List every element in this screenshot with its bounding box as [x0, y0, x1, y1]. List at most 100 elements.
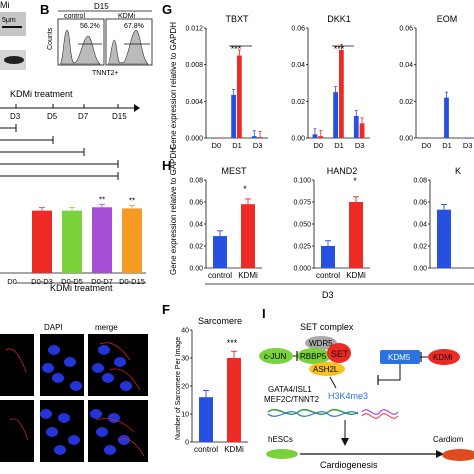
treatment-duration-lines: [0, 124, 119, 180]
panel-a-scale-label: 5μm: [2, 17, 16, 24]
bar: [349, 202, 363, 268]
x-tick-label: D1: [442, 141, 452, 150]
rbbp5-node: [297, 348, 331, 364]
bar: [437, 209, 451, 268]
nucleus: [70, 381, 82, 391]
bar: [257, 137, 263, 138]
chart-title: Sarcomere: [198, 316, 242, 326]
y-tick-label: 0.00: [291, 136, 305, 143]
bar: [199, 397, 213, 442]
nucleus: [64, 357, 76, 367]
y-tick-label: 0.000: [185, 136, 203, 143]
nucleus: [118, 435, 130, 445]
bar: [464, 138, 470, 139]
sarcomere-chart: 0 10 20 30 40 control KDMi Sarcomere ***: [181, 316, 248, 454]
bar: [227, 358, 241, 442]
panel-f-ylabel: Number of Sarcomere Per Image: [175, 337, 182, 440]
x-tick-label: D0: [7, 277, 17, 286]
bar: [62, 210, 82, 273]
bar: [231, 94, 236, 138]
bar: [216, 138, 222, 139]
hesc-cell: [266, 449, 298, 459]
y-tick-label: 0.00: [189, 266, 203, 273]
nucleus: [92, 363, 104, 373]
set-label: SET: [331, 349, 349, 359]
nucleus: [98, 345, 110, 355]
y-tick-label: 0.02: [291, 99, 305, 106]
chart-title: EOM: [437, 14, 458, 24]
genes-to-cardio-arrowhead: [341, 438, 349, 446]
x-tick-label: D3: [355, 141, 365, 150]
y-tick-label: 30: [181, 356, 189, 363]
y-tick-label: 0.04: [413, 222, 427, 229]
bar: [353, 116, 359, 138]
x-tick-label: D0-D15: [119, 277, 145, 286]
panel-a-image-1: [0, 12, 26, 36]
nucleus: [54, 445, 66, 455]
timeline-arrow: [134, 104, 140, 112]
x-tick-label: D0: [422, 141, 432, 150]
bar: [237, 55, 242, 138]
panel-a-label: Mi: [0, 0, 10, 10]
significance-marker: **: [99, 195, 105, 204]
chart-title: HAND2: [327, 166, 358, 176]
bar: [444, 97, 449, 138]
set-complex-title: SET complex: [300, 322, 354, 332]
bar: [359, 123, 365, 138]
y-tick-label: 40: [181, 328, 189, 335]
y-tick-label: 0.004: [185, 99, 203, 106]
sarcomere-fiber: [117, 438, 145, 457]
y-tick-label: 0.000: [293, 266, 311, 273]
kdmi-label: KDMi: [433, 353, 453, 362]
panel-b-xlabel: TNNT2+: [92, 70, 119, 77]
x-tick-label: D1: [334, 141, 344, 150]
nucleus: [120, 381, 132, 391]
bar: [312, 134, 318, 138]
y-tick-label: 0.08: [413, 178, 427, 185]
y-tick-label: 0.06: [189, 200, 203, 207]
bar: [318, 136, 324, 138]
nucleus: [46, 427, 58, 437]
x-tick-label: D3: [463, 141, 473, 150]
x-tick-label: D0: [212, 141, 222, 150]
y-tick-label: 0.075: [293, 200, 311, 207]
panel-h-ylabel: Gene expression relative to GAPDH: [169, 147, 178, 275]
kdm5-label: KDM5: [388, 353, 411, 362]
x-tick-label: control: [316, 271, 340, 280]
sarcomere-fiber: [95, 418, 135, 433]
panel-a-band: [4, 56, 24, 64]
timeline-tick-label: D3: [10, 112, 21, 121]
cardiomyocyte-cell: [442, 449, 474, 461]
hesc-label: hESCs: [268, 435, 293, 444]
timeline-ticks: [15, 104, 119, 108]
x-tick-label: D0-D3: [31, 277, 53, 286]
panel-e-merge-label: merge: [95, 323, 118, 332]
nucleus: [96, 427, 108, 437]
bar: [210, 138, 216, 139]
rna-wave-2: [361, 413, 399, 419]
micrograph: [0, 334, 34, 396]
kdm5-node: [380, 350, 420, 364]
y-tick-label: 0.025: [293, 244, 311, 251]
rbbp5-label: RBBP5: [300, 352, 327, 361]
panel-b-label: B: [40, 2, 49, 17]
panel-a-scalebar: [2, 26, 22, 28]
treatment-bar-chart: D0 D0-D3 D0-D5 ** D0-D7 ** D0-D15: [0, 195, 146, 286]
nucleus: [58, 413, 70, 423]
nucleus: [114, 357, 126, 367]
sarcomere-fiber: [109, 368, 141, 391]
differentiation-arrowhead: [436, 450, 444, 458]
y-tick-label: 0.06: [399, 26, 413, 33]
cjun-label: c-JUN: [264, 352, 286, 361]
y-tick-label: 0.02: [189, 244, 203, 251]
significance-marker: *: [353, 176, 357, 186]
significance-marker: *: [243, 184, 247, 194]
svg-text:56.2%: 56.2%: [80, 23, 100, 30]
dna-strand-2: [267, 411, 359, 417]
target-genes-line1: GATA4/ISL1: [268, 385, 312, 394]
panel-g-label: G: [162, 2, 172, 17]
x-tick-label: D0: [314, 141, 324, 150]
x-tick-label: KDMi: [346, 271, 366, 280]
x-tick-label: D0-D7: [91, 277, 113, 286]
